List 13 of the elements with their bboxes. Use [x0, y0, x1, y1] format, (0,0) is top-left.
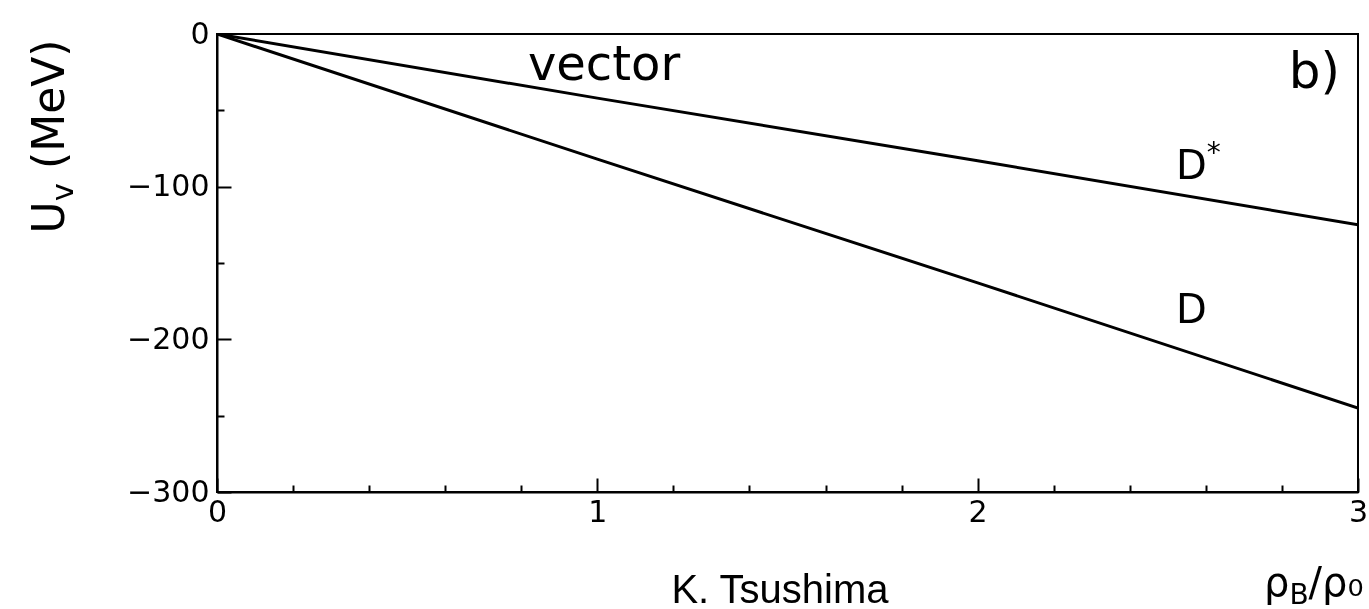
x-tick-label: 2	[968, 493, 988, 529]
annotation: b)	[1288, 42, 1340, 100]
x-axis-title: ρ$_{B}$/ρ₀	[1263, 558, 1364, 609]
x-tick-label: 1	[588, 493, 608, 529]
x-tick-label: 3	[1348, 493, 1369, 529]
y-tick-label: −300	[127, 473, 210, 509]
y-tick-label: −100	[127, 168, 210, 204]
series-label: D	[1176, 286, 1207, 333]
y-tick-label: −200	[127, 320, 210, 356]
text: K. Tsushima	[671, 567, 890, 609]
series-label: D$^{*}$	[1176, 136, 1221, 188]
annotation: vector	[527, 35, 681, 91]
y-tick-label: 0	[190, 15, 210, 51]
